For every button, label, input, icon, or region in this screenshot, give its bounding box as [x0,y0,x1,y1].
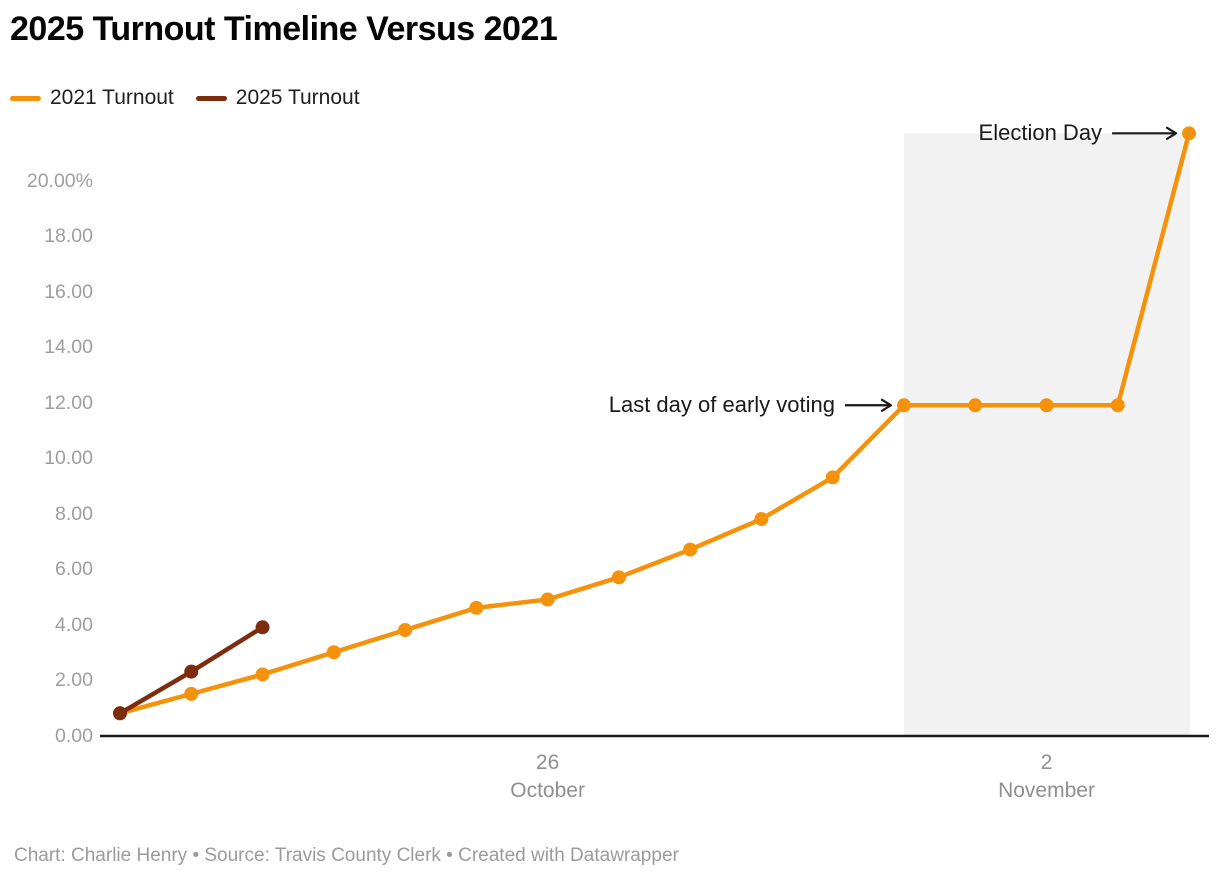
x-tick-day: 26 [535,751,560,774]
series-line-2021-turnout [117,131,1192,716]
legend-item: 2021 Turnout [10,84,174,112]
legend-label: 2025 Turnout [235,86,360,109]
y-axis-tick-label: 8.00 [55,502,93,525]
data-point [1110,398,1125,413]
data-point [896,398,911,413]
data-point [611,570,626,585]
y-axis-tick-label: 14.00 [44,336,93,358]
chart-title: 2025 Turnout Timeline Versus 2021 [10,10,558,48]
legend: 2021 Turnout 2025 Turnout [10,84,360,112]
y-axis-tick-label: 20.00% [26,169,93,192]
y-axis-tick-label: 0.00 [55,724,93,747]
data-point [184,686,199,701]
annotation-label: Election Day [978,120,1103,146]
legend-swatch-icon [195,95,227,101]
data-point [540,592,555,607]
annotation-label: Last day of early voting [608,392,835,418]
chart-footer: Chart: Charlie Henry • Source: Travis Co… [14,845,679,866]
x-axis-tick-label: 26 October [448,749,648,805]
data-point [683,542,698,557]
data-point [255,667,270,682]
x-tick-month: November [998,779,1095,802]
y-axis-tick-label: 10.00 [44,447,93,469]
data-point [754,512,769,527]
y-axis-tick-label: 12.00 [44,391,93,414]
data-point [113,706,127,721]
x-tick-month: October [510,779,585,802]
legend-label: 2021 Turnout [50,86,174,109]
x-axis-tick-label: 2 November [947,749,1147,805]
data-point [184,664,199,679]
legend-item: 2025 Turnout [195,84,360,112]
annotation-arrowhead [1165,126,1178,140]
data-point [1182,126,1197,141]
y-axis-tick-label: 4.00 [55,613,93,636]
data-point [968,398,983,413]
legend-swatch-icon [10,95,41,101]
y-axis-tick-label: 16.00 [44,280,93,303]
highlight-band [903,133,1191,737]
y-axis-tick-label: 2.00 [55,669,93,691]
data-point [825,470,840,485]
data-point [1039,398,1054,413]
y-axis-tick-label: 6.00 [55,558,93,580]
annotation-arrowhead [880,398,893,412]
data-point [326,645,341,660]
data-point [469,600,484,615]
data-point [255,620,270,635]
data-point [398,623,413,638]
x-tick-day: 2 [1040,751,1053,774]
y-axis-tick-label: 18.00 [44,225,93,247]
